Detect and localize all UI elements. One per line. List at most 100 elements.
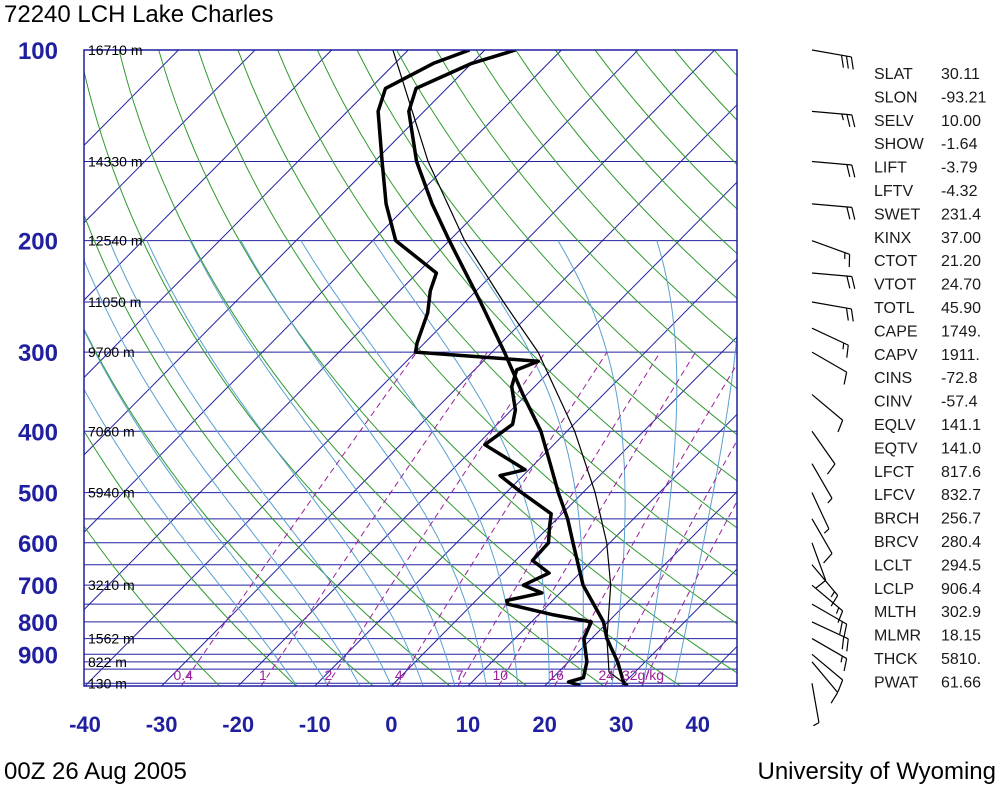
mixing-ratio-line: [604, 439, 737, 686]
mixing-ratio-lines: [180, 351, 737, 686]
isotherm-line: [544, 490, 737, 686]
barb-staff: [811, 49, 852, 58]
index-label: EQTV: [874, 440, 918, 457]
moist-adiabat-line: [84, 258, 361, 686]
index-row: TOTL 45.90: [874, 300, 981, 317]
isotherm-line: [237, 181, 737, 686]
wind-barb: [811, 463, 833, 504]
barb-staff: [811, 110, 852, 116]
plot-area: [84, 50, 737, 686]
moist-adiabat-line: [673, 331, 737, 686]
mixing-ratio-labels: 0.4 1 2 4 7 10 16 24 32g/kg: [173, 667, 664, 683]
mixing-ratio-line: [260, 351, 488, 686]
dry-adiabat-line: [356, 50, 737, 482]
barb-staff: [811, 203, 852, 208]
index-label: SLON: [874, 89, 918, 106]
index-value: 30.11: [941, 66, 980, 83]
barb-flag: [840, 55, 844, 68]
mixing-ratio-label: 32g/kg: [622, 667, 664, 683]
temperature-tick-label: 30: [609, 712, 633, 737]
mixing-ratio-label: 7: [456, 667, 464, 683]
barb-flag: [851, 164, 856, 178]
pressure-tick-label: 900: [18, 642, 58, 669]
barb-flag: [837, 610, 844, 623]
index-label: LFTV: [874, 183, 913, 200]
dry-adiabat-line: [515, 50, 737, 300]
wind-barb: [811, 683, 820, 727]
wind-barb: [811, 430, 836, 475]
index-row: CAPE 1749.: [874, 323, 981, 340]
wind-barb-column: [811, 49, 856, 727]
isotherm-line: [84, 50, 715, 686]
mixing-ratio-line: [498, 351, 697, 686]
barb-staff: [811, 638, 847, 660]
dry-adiabat-line: [237, 50, 737, 625]
index-row: CINS -72.8: [874, 370, 978, 387]
index-value: -3.79: [941, 160, 978, 177]
height-label: 11050 m: [88, 294, 141, 310]
wind-barb: [811, 492, 830, 534]
index-label: LCLT: [874, 557, 912, 574]
isotherm-line: [467, 413, 737, 686]
temperature-tick-label: -30: [146, 712, 178, 737]
barb-flag: [851, 114, 856, 128]
barb-staff: [811, 584, 844, 612]
index-row: LCLP 906.4: [874, 581, 981, 598]
barb-staff: [811, 272, 852, 278]
barb-flag: [845, 307, 849, 321]
wind-barb: [811, 518, 833, 564]
barb-flag: [851, 276, 856, 289]
index-value: 231.4: [941, 206, 981, 223]
index-label: THCK: [874, 651, 918, 668]
moist-adiabat-line: [458, 240, 584, 686]
barb-half-flag: [830, 591, 836, 598]
barb-staff: [811, 564, 839, 596]
index-value: -57.4: [941, 394, 978, 411]
barb-half-flag: [842, 342, 845, 350]
temperature-tick-label: 0: [385, 712, 397, 737]
mixing-ratio-line: [326, 351, 546, 686]
index-value: 45.90: [941, 300, 981, 317]
index-label: PWAT: [874, 674, 919, 691]
barb-staff: [811, 463, 833, 499]
moist-adiabat-line: [240, 240, 487, 686]
index-value: 24.70: [941, 277, 981, 294]
index-value: -72.8: [941, 370, 978, 387]
dry-adiabat-line: [84, 213, 451, 686]
dry-adiabat-line: [84, 327, 374, 686]
dry-adiabat-line: [435, 50, 737, 390]
barb-staff: [811, 492, 830, 530]
barb-flag: [815, 579, 827, 589]
index-row: LIFT -3.79: [874, 160, 978, 177]
index-label: BRCH: [874, 511, 919, 528]
mixing-ratio-line: [457, 351, 661, 686]
pressure-tick-label: 600: [18, 531, 58, 558]
dry-adiabat-line: [118, 50, 605, 686]
mixing-ratio-label: 0.4: [173, 667, 193, 683]
index-value: 141.0: [941, 440, 981, 457]
temperature-tick-label: 40: [686, 712, 710, 737]
barb-flag: [846, 345, 849, 358]
barb-flag: [846, 206, 851, 220]
wind-barb: [811, 564, 839, 607]
barb-flag: [846, 638, 849, 652]
wind-barb: [811, 661, 839, 704]
barb-staff: [811, 653, 844, 681]
index-label: LIFT: [874, 160, 907, 177]
temperature-tick-label: -20: [222, 712, 254, 737]
barb-staff: [811, 430, 836, 465]
credit-text: University of Wyoming: [757, 758, 996, 785]
index-row: LFCT 817.6: [874, 464, 981, 481]
index-row: MLMR 18.15: [874, 628, 981, 645]
dry-adiabat-line: [158, 50, 682, 686]
dry-adiabat-line: [84, 430, 298, 686]
mixing-ratio-label: 10: [492, 667, 508, 683]
pressure-axis: 100 200 300 400 500 600 700 800 900: [18, 38, 58, 669]
dry-adiabat-line: [396, 50, 737, 436]
moist-adiabats: [84, 240, 737, 686]
barb-half-flag: [835, 607, 840, 614]
isotherm-line: [314, 258, 737, 686]
index-label: MLMR: [874, 628, 921, 645]
parcel-path: [392, 50, 628, 686]
barb-staff: [811, 683, 820, 723]
